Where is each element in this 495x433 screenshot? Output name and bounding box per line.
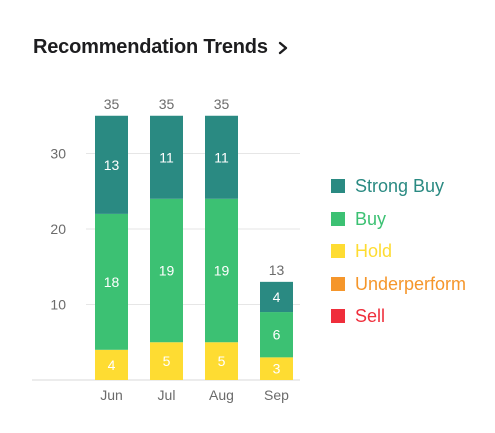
legend-label: Strong Buy bbox=[355, 176, 445, 197]
bar-total-label: 35 bbox=[214, 96, 230, 112]
bar-segment-value-label: 19 bbox=[159, 263, 175, 279]
bar-segment-strong-buy bbox=[205, 115, 238, 199]
bar-segment-hold bbox=[150, 342, 183, 380]
bar-segment-buy bbox=[260, 312, 293, 358]
legend-swatch bbox=[331, 179, 345, 194]
recommendation-trends-title-link[interactable]: Recommendation Trends bbox=[33, 36, 289, 59]
bar-segment-hold bbox=[205, 342, 238, 380]
bar-segment-value-label: 5 bbox=[218, 353, 226, 369]
bar-segment-buy bbox=[150, 198, 183, 343]
legend-label: Buy bbox=[355, 208, 387, 229]
bar-segment-strong-buy bbox=[95, 115, 128, 214]
bar-segment-value-label: 4 bbox=[273, 289, 281, 305]
legend-item-hold[interactable]: Hold bbox=[331, 235, 466, 268]
bar-total-label: 35 bbox=[104, 96, 120, 112]
bar-segment-strong-buy bbox=[260, 281, 293, 313]
bar-segment-value-label: 3 bbox=[273, 361, 281, 377]
chevron-right-icon bbox=[278, 41, 287, 54]
bar-segment-hold bbox=[95, 349, 128, 380]
bar-segment-buy bbox=[95, 213, 128, 350]
bar-segment-hold bbox=[260, 357, 293, 380]
bar-segment-value-label: 18 bbox=[104, 274, 120, 290]
legend-swatch bbox=[331, 244, 345, 259]
chart-legend: Strong Buy Buy Hold Underperform Sell bbox=[331, 170, 466, 333]
bar-segment-value-label: 19 bbox=[214, 263, 230, 279]
stacked-bar-chart: 10 20 30 4 18 13 35 Jun 5 19 11 35 Jul 5 19 11 35 Aug 3 6 4 1… bbox=[32, 96, 300, 403]
legend-swatch bbox=[331, 276, 345, 291]
bar-segment-value-label: 13 bbox=[104, 157, 120, 173]
x-tick-label: Jun bbox=[100, 387, 123, 403]
bar-total-label: 13 bbox=[269, 262, 285, 278]
legend-swatch bbox=[331, 211, 345, 226]
legend-item-strong-buy[interactable]: Strong Buy bbox=[331, 170, 466, 203]
chart-title: Recommendation Trends bbox=[33, 36, 268, 58]
y-tick-label: 30 bbox=[50, 146, 66, 162]
bar-total-label: 35 bbox=[159, 96, 175, 112]
legend-item-buy[interactable]: Buy bbox=[331, 203, 466, 236]
bar-segment-buy bbox=[205, 198, 238, 343]
legend-label: Underperform bbox=[355, 273, 467, 294]
legend-label: Sell bbox=[355, 306, 386, 327]
y-tick-label: 10 bbox=[50, 297, 66, 313]
bar-segment-value-label: 11 bbox=[214, 149, 229, 165]
legend-item-underperform[interactable]: Underperform bbox=[331, 268, 466, 301]
bar-segment-value-label: 4 bbox=[108, 357, 116, 373]
bar-segment-value-label: 5 bbox=[163, 353, 171, 369]
bar-segment-strong-buy bbox=[150, 115, 183, 199]
bar-segment-value-label: 11 bbox=[159, 149, 174, 165]
legend-item-sell[interactable]: Sell bbox=[331, 300, 466, 333]
x-tick-label: Jul bbox=[158, 387, 176, 403]
x-tick-label: Sep bbox=[264, 387, 289, 403]
legend-label: Hold bbox=[355, 241, 393, 262]
y-tick-label: 20 bbox=[50, 221, 66, 237]
bar-segment-value-label: 6 bbox=[273, 327, 281, 343]
x-tick-label: Aug bbox=[209, 387, 234, 403]
legend-swatch bbox=[331, 309, 345, 324]
